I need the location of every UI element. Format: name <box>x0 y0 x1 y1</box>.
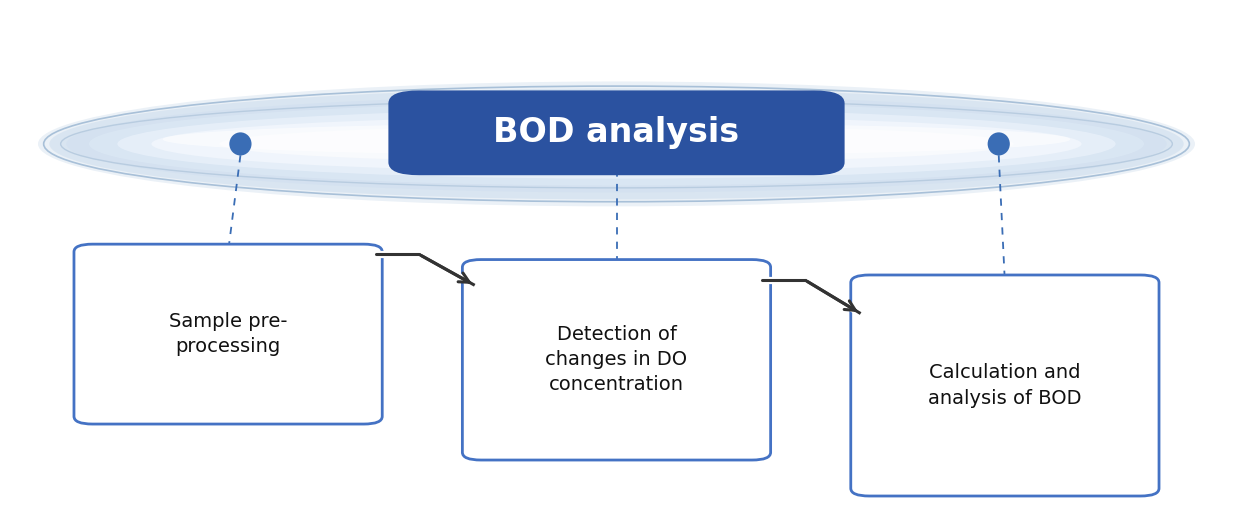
Text: Sample pre-
processing: Sample pre- processing <box>169 312 287 356</box>
Text: Calculation and
analysis of BOD: Calculation and analysis of BOD <box>928 363 1081 408</box>
Ellipse shape <box>49 88 1184 199</box>
FancyBboxPatch shape <box>388 90 845 175</box>
Ellipse shape <box>89 102 1144 186</box>
Ellipse shape <box>38 81 1195 207</box>
Ellipse shape <box>163 123 1070 155</box>
Ellipse shape <box>67 96 1166 192</box>
FancyBboxPatch shape <box>462 260 771 460</box>
Ellipse shape <box>988 133 1010 155</box>
Text: Detection of
changes in DO
concentration: Detection of changes in DO concentration <box>545 325 688 394</box>
FancyBboxPatch shape <box>851 275 1159 496</box>
Ellipse shape <box>152 116 1081 172</box>
Ellipse shape <box>605 133 628 155</box>
FancyBboxPatch shape <box>74 244 382 424</box>
Ellipse shape <box>229 133 252 155</box>
Text: BOD analysis: BOD analysis <box>493 116 740 150</box>
Ellipse shape <box>117 109 1116 179</box>
Ellipse shape <box>219 125 1014 162</box>
